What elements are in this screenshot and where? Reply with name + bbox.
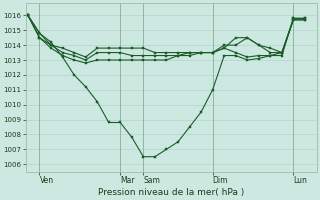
X-axis label: Pression niveau de la mer( hPa ): Pression niveau de la mer( hPa )	[98, 188, 244, 197]
